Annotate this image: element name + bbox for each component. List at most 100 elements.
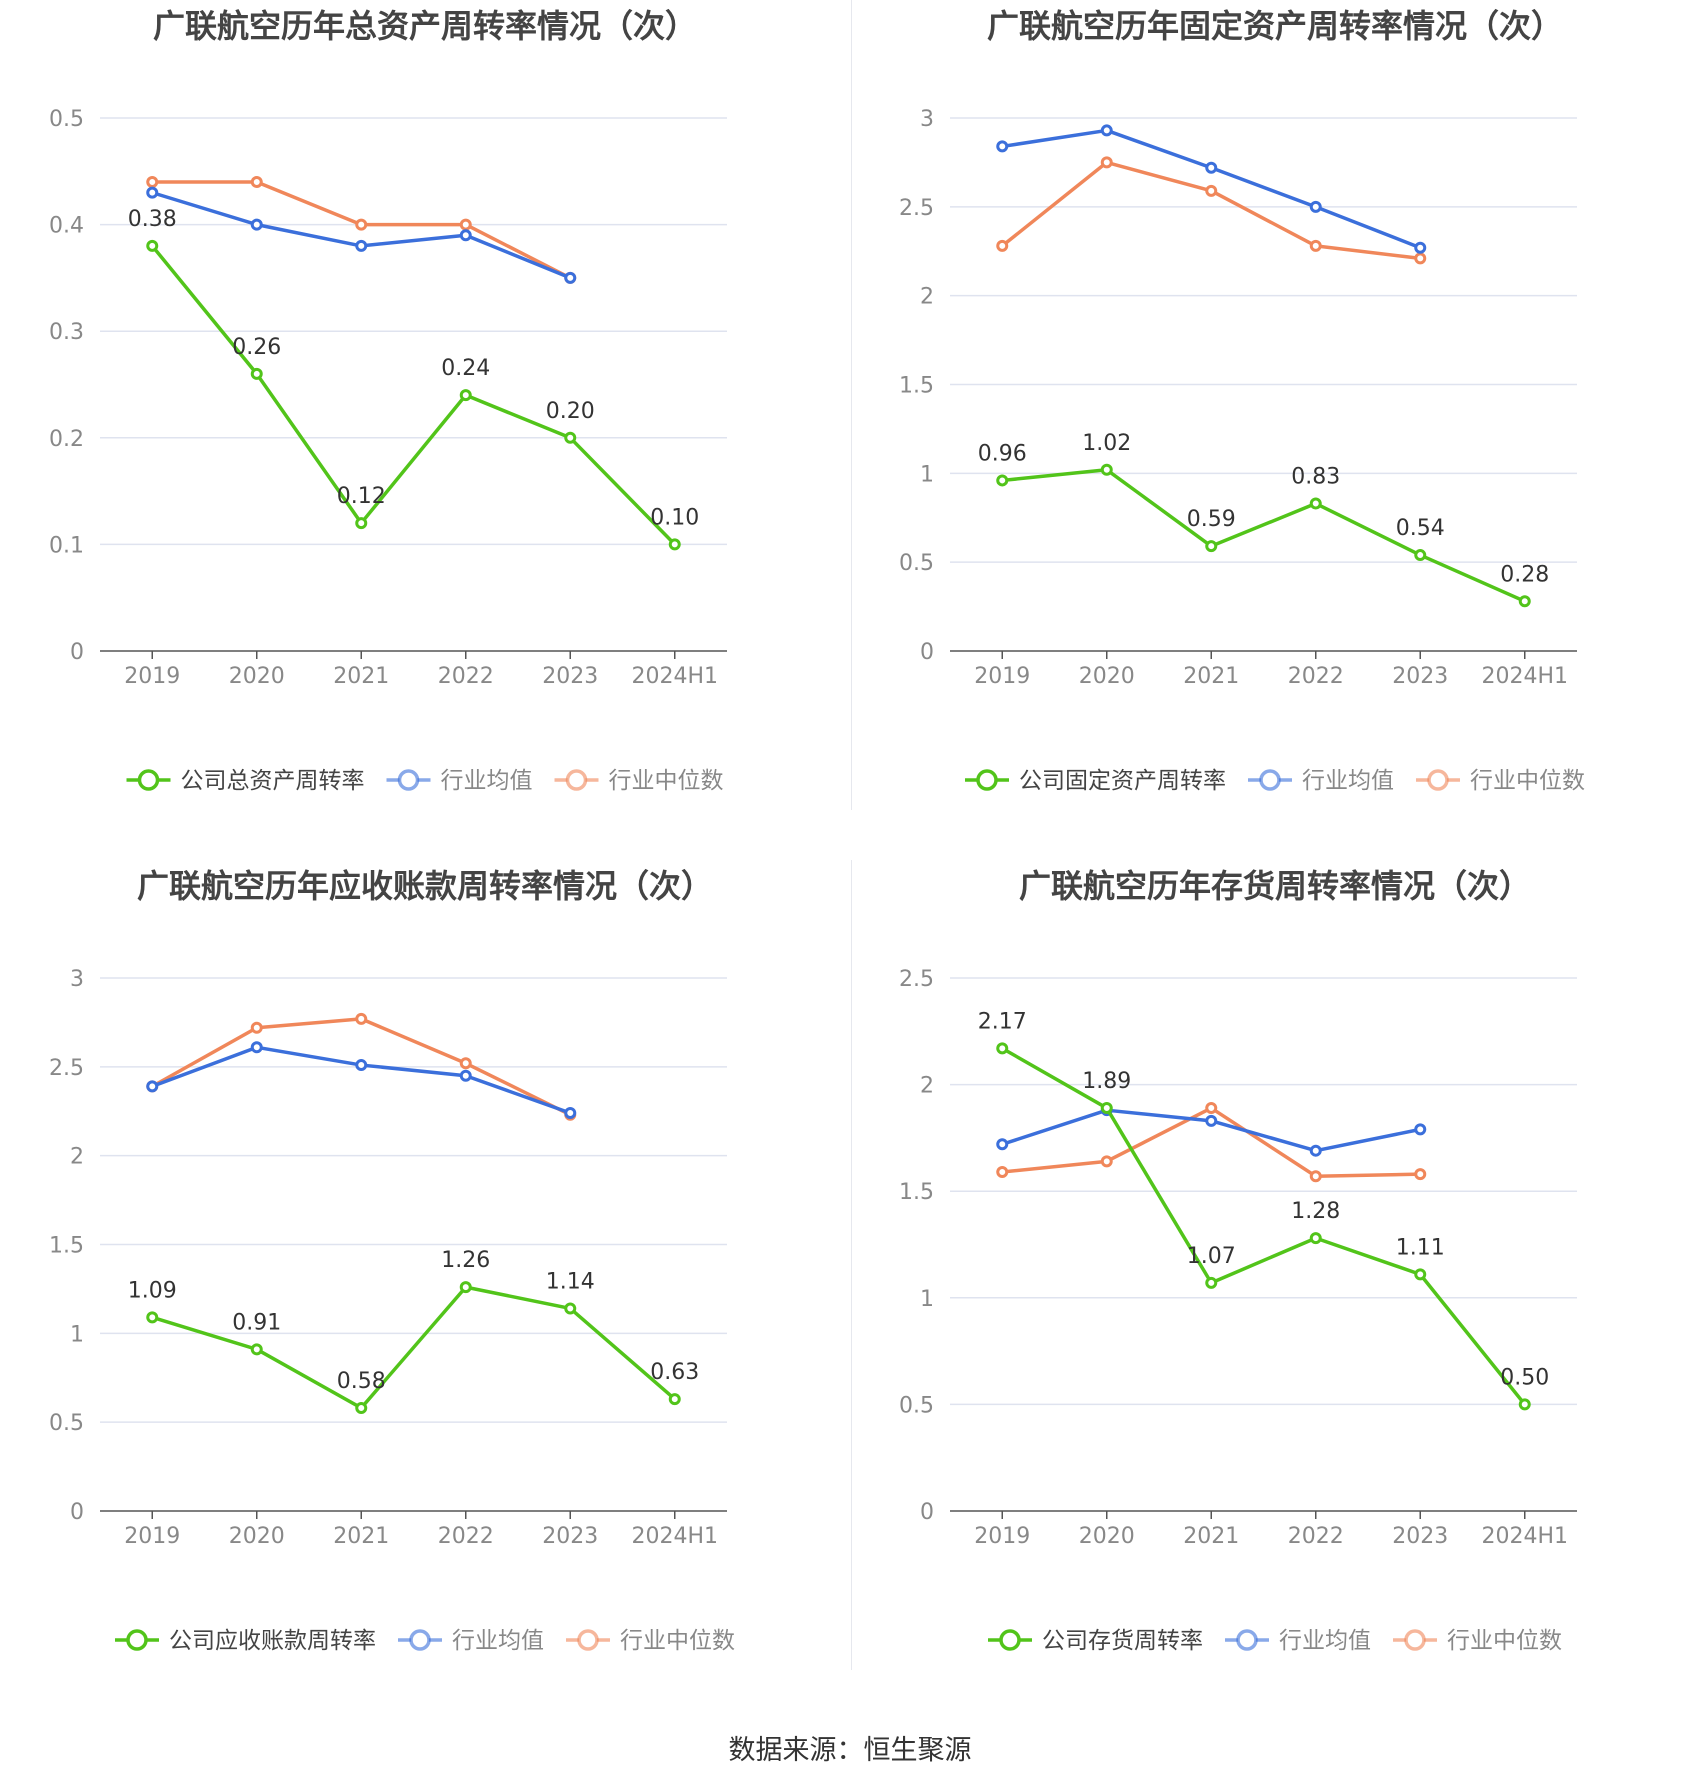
legend-label: 公司固定资产周转率 (1019, 768, 1226, 794)
data-point-industry_mean (459, 229, 472, 242)
data-point-company (668, 1393, 681, 1406)
data-point-company (1205, 1276, 1218, 1289)
data-point-industry_mean (564, 1107, 577, 1120)
legend-marker-company[interactable] (137, 769, 160, 791)
data-point-industry_mean (146, 186, 159, 199)
data-point-company (459, 1281, 472, 1294)
series-line-company (1002, 468, 1526, 603)
chart-fixed-asset-turnover-title: 广联航空历年固定资产周转率情况（次） (987, 7, 1563, 45)
data-point-company (1414, 549, 1427, 562)
chart-fixed-asset-turnover: 广联航空历年固定资产周转率情况（次） 0 0.5 1 1.5 2 2.5 3 2019 2020 2… (899, 7, 1585, 794)
y-tick-label: 3 (70, 967, 84, 992)
chart-panel-receivable-turnover: 广联航空历年应收账款周转率情况（次） 0 0.5 1 1.5 2 2.5 3 2019 2020 2… (0, 860, 850, 1720)
data-point-industry_mean (1309, 1144, 1322, 1157)
legend-label: 行业均值 (1302, 768, 1394, 794)
data-label: 0.28 (1500, 562, 1549, 587)
chart-inventory-turnover-title: 广联航空历年存货周转率情况（次） (1019, 867, 1531, 905)
data-label: 0.10 (650, 505, 699, 530)
y-tick-label: 0.1 (49, 533, 84, 558)
x-tick-label: 2019 (974, 1524, 1030, 1549)
divider-top (851, 0, 852, 810)
legend-label: 行业均值 (441, 768, 533, 794)
y-tick-label: 0.4 (49, 214, 84, 239)
data-point-industry_median (459, 1057, 472, 1070)
x-tick-label: 2021 (333, 1524, 389, 1549)
y-tick-label: 0 (70, 1500, 84, 1525)
data-point-company (1100, 463, 1113, 476)
y-tick-label: 0.3 (49, 320, 84, 345)
x-tick-label: 2022 (1288, 1524, 1344, 1549)
legend-label: 行业中位数 (620, 1628, 735, 1654)
data-point-industry_median (355, 1012, 368, 1025)
legend: 公司固定资产周转率 行业均值 行业中位数 (965, 768, 1585, 794)
data-label: 0.58 (337, 1369, 386, 1394)
data-label: 0.91 (232, 1310, 281, 1335)
chart-total-asset-turnover-title: 广联航空历年总资产周转率情况（次） (153, 7, 697, 45)
x-tick-label: 2020 (1079, 664, 1135, 689)
y-tick-label: 2 (70, 1145, 84, 1170)
data-label: 0.59 (1187, 507, 1236, 532)
legend-marker-company[interactable] (126, 1629, 148, 1651)
data-point-industry_mean (996, 1138, 1009, 1151)
data-point-industry_median (146, 175, 159, 188)
data-label: 2.17 (978, 1009, 1027, 1034)
data-point-industry_mean (564, 271, 577, 284)
data-point-industry_mean (1100, 124, 1113, 137)
x-tick-label: 2023 (1392, 664, 1448, 689)
y-tick-label: 0.5 (49, 107, 84, 132)
x-tick-label: 2024H1 (631, 664, 718, 689)
legend-marker-industry_median[interactable] (1404, 1629, 1426, 1651)
x-tick-label: 2024H1 (1481, 664, 1568, 689)
legend-marker-company[interactable] (976, 769, 998, 791)
data-label: 1.26 (441, 1248, 490, 1273)
y-tick-label: 1.5 (899, 374, 934, 399)
data-point-industry_mean (996, 140, 1009, 153)
x-tick-label: 2023 (542, 1524, 598, 1549)
data-label: 0.54 (1396, 516, 1445, 541)
x-tick-label: 2019 (974, 664, 1030, 689)
legend-marker-industry_median[interactable] (1427, 769, 1449, 791)
chart-total-asset-turnover: 广联航空历年总资产周转率情况（次） 0 0.1 0.2 0.3 0.4 0.5 2019 202… (49, 7, 727, 794)
data-point-industry_mean (355, 1059, 368, 1072)
chart-receivable-turnover: 广联航空历年应收账款周转率情况（次） 0 0.5 1 1.5 2 2.5 3 2019 2020 2… (49, 867, 735, 1654)
data-point-company (1309, 497, 1322, 510)
data-label: 0.38 (128, 207, 177, 232)
legend-marker-industry_mean[interactable] (397, 769, 420, 791)
data-point-company (996, 1042, 1009, 1055)
legend-marker-industry_mean[interactable] (409, 1629, 431, 1651)
x-tick-label: 2024H1 (1481, 1524, 1568, 1549)
legend-marker-industry_median[interactable] (565, 769, 588, 791)
data-point-industry_mean (355, 239, 368, 252)
x-tick-label: 2021 (1183, 664, 1239, 689)
legend-label: 行业中位数 (1447, 1628, 1562, 1654)
y-tick-label: 0.5 (49, 1411, 84, 1436)
legend-label: 行业均值 (452, 1628, 544, 1654)
data-label: 1.89 (1082, 1069, 1131, 1094)
legend-marker-industry_mean[interactable] (1259, 769, 1281, 791)
legend-marker-company[interactable] (999, 1629, 1021, 1651)
data-point-industry_mean (1205, 161, 1218, 174)
data-point-company (146, 239, 159, 252)
x-tick-label: 2019 (124, 664, 180, 689)
y-tick-label: 1.5 (899, 1180, 934, 1205)
data-point-company (146, 1311, 159, 1324)
y-tick-label: 2.5 (899, 196, 934, 221)
x-tick-label: 2022 (438, 1524, 494, 1549)
legend: 公司存货周转率 行业均值 行业中位数 (988, 1628, 1562, 1654)
data-label: 0.20 (546, 399, 595, 424)
data-point-industry_median (1100, 1155, 1113, 1168)
series-line-industry_mean (151, 190, 571, 280)
legend-marker-industry_median[interactable] (577, 1629, 599, 1651)
chart-inventory-turnover: 广联航空历年存货周转率情况（次） 0 0.5 1 1.5 2 2.5 2019 2020 2021… (899, 867, 1577, 1654)
series-line-industry_mean (151, 1045, 571, 1115)
data-point-industry_median (250, 175, 263, 188)
y-tick-label: 0 (920, 640, 934, 665)
data-point-company (996, 474, 1009, 487)
data-point-industry_mean (1414, 1123, 1427, 1136)
data-point-company (355, 1401, 368, 1414)
y-tick-label: 0.5 (899, 1393, 934, 1418)
legend-marker-industry_mean[interactable] (1236, 1629, 1258, 1651)
data-label: 1.07 (1187, 1244, 1236, 1269)
data-point-industry_median (1309, 1170, 1322, 1183)
data-point-industry_median (996, 1166, 1009, 1179)
